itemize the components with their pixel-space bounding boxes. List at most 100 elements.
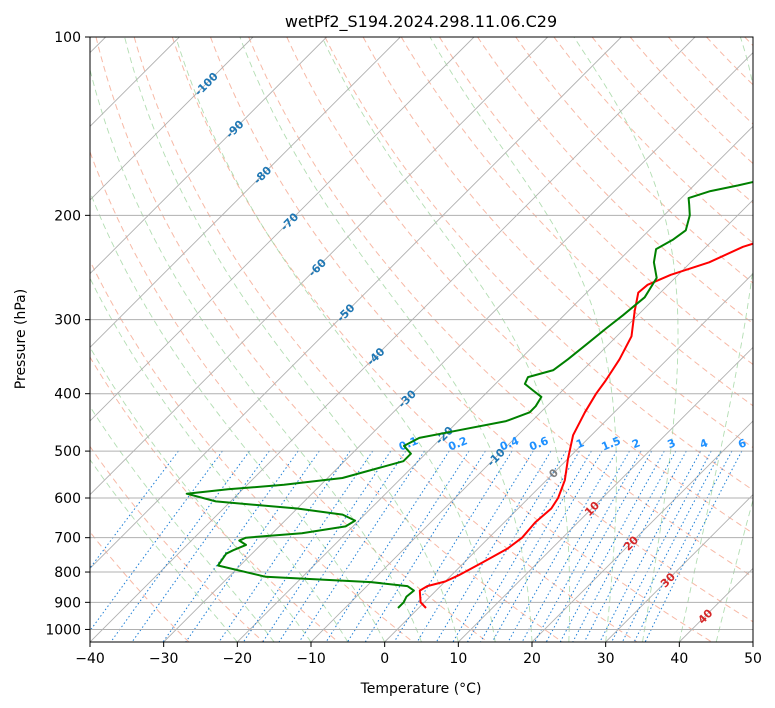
dry-adiabat-line [438, 37, 753, 366]
x-tick-label: −10 [296, 651, 326, 667]
y-axis-label: Pressure (hPa) [13, 289, 29, 389]
mixing-ratio-lines [90, 450, 743, 642]
isotherm-line [163, 52, 753, 642]
mixing-ratio-line [611, 450, 712, 642]
y-tick-label: 1000 [45, 622, 81, 638]
mixing-ratio-line [467, 450, 580, 642]
y-tick-label: 700 [54, 531, 81, 547]
moist-adiabat-line [90, 67, 422, 642]
dry-adiabat-line [210, 37, 753, 623]
x-tick-label: 20 [523, 651, 541, 667]
mixing-ratio-line [507, 450, 618, 642]
moist-adiabat-line [90, 458, 238, 642]
moist-adiabat-line [239, 37, 533, 642]
x-tick-label: −20 [223, 651, 253, 667]
dry-adiabat-line [90, 445, 264, 642]
isotherm-line [237, 125, 753, 642]
mixing-ratio-line [491, 450, 603, 642]
y-tick-label: 600 [54, 491, 81, 507]
mixing-ratio-line [393, 450, 513, 642]
isotherm-line [90, 37, 548, 496]
y-tick-label: 100 [54, 30, 81, 46]
sounding-series [185, 180, 753, 609]
mixing-ratio-line [621, 450, 722, 642]
moist-adiabat-line [429, 37, 617, 642]
x-tick-label: −30 [149, 651, 179, 667]
mixing-ratio-line [480, 450, 592, 642]
x-axis: −40 −30 −20 −10 0 10 20 30 40 50 [75, 642, 762, 667]
moist-adiabat-line [678, 37, 753, 642]
isotherm-line [90, 37, 696, 642]
dry-adiabat-line [400, 37, 753, 407]
isotherms [90, 37, 753, 642]
mixing-ratio-line [521, 450, 630, 642]
dry-adiabat-line [286, 37, 753, 534]
y-tick-label: 900 [54, 595, 81, 611]
dry-adiabat-line [324, 37, 753, 491]
mixing-ratio-label: 3 [666, 436, 678, 451]
mixing-ratio-line [452, 450, 567, 642]
x-tick-label: 10 [449, 651, 467, 667]
mixing-ratio-line [416, 450, 534, 642]
isotherm-line [531, 420, 753, 642]
x-tick-label: −40 [75, 651, 105, 667]
mixing-ratio-line [347, 450, 470, 642]
mixing-ratio-line [435, 450, 552, 642]
isotherm-line [90, 37, 401, 348]
x-tick-label: 40 [670, 651, 688, 667]
moist-adiabat-line [90, 190, 386, 642]
dry-adiabat-line [133, 37, 638, 642]
moist-adiabat-line [715, 498, 753, 642]
dry-adiabat-line [90, 259, 414, 642]
isotherm-line [384, 273, 753, 642]
chart-title: wetPf2_S194.2024.298.11.06.C29 [285, 12, 557, 32]
isotherm-line [310, 199, 753, 642]
mixing-ratio-line [242, 450, 374, 642]
moist-adiabat-line [90, 277, 349, 642]
y-tick-label: 800 [54, 565, 81, 581]
mixing-ratio-line [572, 450, 677, 642]
mixing-ratio-label: 2 [630, 436, 642, 451]
isotherm-line [90, 37, 622, 569]
moist-adiabat-line [90, 405, 275, 642]
mixing-ratio-line [364, 450, 486, 642]
mixing-ratio-line [218, 450, 351, 642]
mixing-ratio-line [559, 450, 665, 642]
y-tick-label: 200 [54, 208, 81, 224]
dry-adiabat-line [248, 37, 753, 578]
isotherm-line [90, 37, 254, 201]
y-tick-label: 400 [54, 387, 81, 403]
mixing-ratio-line [131, 450, 270, 642]
dry-adiabat-line [553, 37, 753, 244]
y-tick-label: 300 [54, 313, 81, 329]
x-axis-label: Temperature (°C) [360, 681, 482, 697]
plot-frame [89, 36, 754, 643]
moist-adiabats [90, 37, 753, 642]
isotherm-line [90, 37, 327, 275]
moist-adiabat-line [124, 37, 459, 642]
x-tick-label: 50 [744, 651, 762, 667]
y-axis: 100 200 300 400 500 600 700 800 900 1000 [45, 30, 90, 638]
mixing-ratio-label: 1 [574, 436, 586, 451]
dry-adiabat-line [95, 37, 563, 642]
mixing-ratio-line [599, 450, 701, 642]
mixing-ratio-line [162, 450, 299, 642]
mixing-ratio-line [545, 450, 653, 642]
mixing-ratio-line [633, 450, 733, 642]
dry-adiabat-line [171, 37, 712, 642]
mixing-ratio-line [583, 450, 687, 642]
series-line [185, 180, 753, 609]
plot-area: -100-90-80-70-60-50-40-30-20-10010203040… [90, 37, 753, 642]
isotherm-line [458, 346, 753, 642]
isotherm-line [605, 494, 753, 642]
series-line [418, 242, 753, 609]
x-tick-label: 0 [380, 651, 389, 667]
dry-adiabat-line [90, 356, 339, 642]
moist-adiabat-line [175, 37, 496, 642]
moist-adiabat-line [573, 37, 679, 642]
y-tick-label: 500 [54, 444, 81, 460]
dry-adiabat-line [591, 37, 753, 204]
mixing-ratio-line [110, 450, 250, 642]
